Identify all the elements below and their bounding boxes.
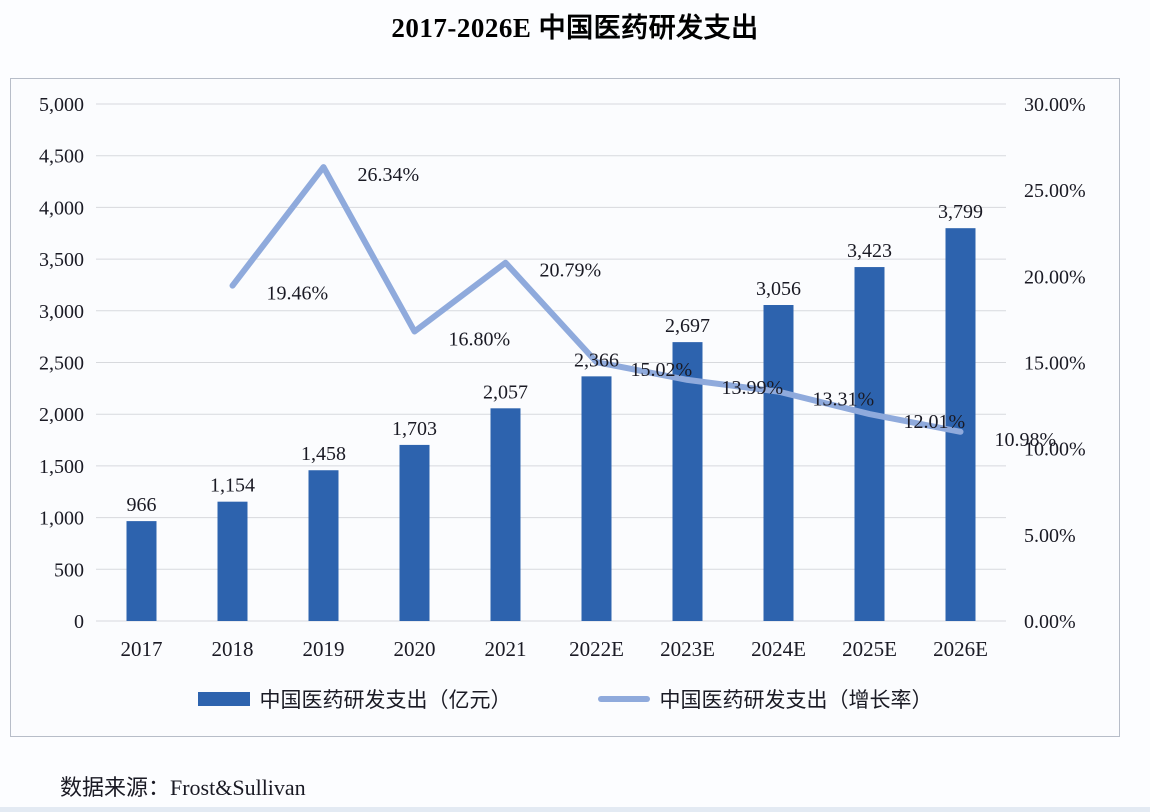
growth-rate-label: 26.34% [358,164,420,186]
left-axis-tick: 0 [74,611,84,633]
bar-value-label: 2,057 [483,381,528,403]
bar-value-label: 966 [127,494,157,516]
bar-2026E [945,228,976,621]
bar-value-label: 1,154 [210,475,255,497]
right-axis-tick: 25.00% [1024,180,1086,202]
bar-value-label: 1,458 [301,443,346,465]
left-axis-tick: 4,500 [39,146,84,168]
bar-2022E [581,376,612,621]
left-axis-tick: 2,500 [39,353,84,375]
right-axis-tick: 0.00% [1024,611,1076,633]
bar-2020 [399,444,430,621]
right-axis-tick: 5.00% [1024,525,1076,547]
left-axis-tick: 1,000 [39,508,84,530]
bar-2023E [672,342,703,621]
right-axis-tick: 10.00% [1024,439,1086,461]
legend-item-line: 中国医药研发支出（增长率） [597,684,933,714]
bar-value-label: 1,703 [392,418,437,440]
growth-rate-label: 12.01% [904,411,966,433]
right-axis-tick: 30.00% [1024,94,1086,116]
x-axis-tick: 2020 [394,637,436,661]
bar-2024E [763,305,794,621]
x-axis-tick: 2022E [569,637,624,661]
data-source-caption: 数据来源：Frost&Sullivan [60,775,306,800]
line-series-swatch-icon [597,696,650,702]
legend-bar-label: 中国医药研发支出（亿元） [259,688,512,712]
chart-legend: 中国医药研发支出（亿元） 中国医药研发支出（增长率） [11,684,1119,714]
x-axis-tick: 2018 [212,637,254,661]
left-axis-tick: 3,500 [39,249,84,271]
growth-rate-label: 13.31% [813,389,875,411]
bar-series-swatch-icon [197,692,250,706]
left-axis-tick: 4,000 [39,197,84,219]
growth-rate-label: 15.02% [631,359,693,381]
x-axis-tick: 2026E [933,637,988,661]
left-axis-tick: 1,500 [39,456,84,478]
bar-value-label: 2,366 [574,349,619,371]
x-axis-tick: 2021 [485,637,527,661]
x-axis-tick: 2024E [751,637,806,661]
growth-rate-label: 20.79% [540,260,602,282]
right-axis-tick: 20.00% [1024,266,1086,288]
legend-line-label: 中国医药研发支出（增长率） [659,688,933,712]
left-axis-tick: 2,000 [39,404,84,426]
bar-value-label: 2,697 [665,315,710,337]
bar-value-label: 3,423 [847,240,892,262]
growth-rate-label: 19.46% [267,283,329,305]
left-axis-tick: 5,000 [39,94,84,116]
left-axis-tick: 3,000 [39,301,84,323]
chart-canvas: 5,000 4,500 4,000 3,500 3,000 2,500 2,000 1,500… [39,94,1086,661]
right-axis-tick: 15.00% [1024,353,1086,375]
bar-value-label: 3,799 [938,201,983,223]
chart-title: 2017-2026E 中国医药研发支出 [391,13,759,43]
bar-2025E [854,267,885,621]
x-axis-tick: 2025E [842,637,897,661]
x-axis-tick: 2023E [660,637,715,661]
bottom-divider [0,807,1150,812]
growth-rate-label: 10.98% [995,429,1057,451]
bar-value-label: 3,056 [756,278,801,300]
bar-2017 [126,521,157,621]
growth-rate-label: 16.80% [449,328,511,350]
bar-series [126,228,976,621]
x-axis-tick: 2017 [121,637,163,661]
legend-item-bars: 中国医药研发支出（亿元） [197,684,512,714]
growth-rate-line [229,164,964,435]
chart-frame: 5,000 4,500 4,000 3,500 3,000 2,500 2,000 1,500… [10,78,1120,737]
bar-2018 [217,501,248,621]
bar-2021 [490,408,521,621]
x-axis-tick: 2019 [303,637,345,661]
bar-2019 [308,470,339,621]
left-axis-tick: 500 [54,559,84,581]
growth-rate-label: 13.99% [722,377,784,399]
